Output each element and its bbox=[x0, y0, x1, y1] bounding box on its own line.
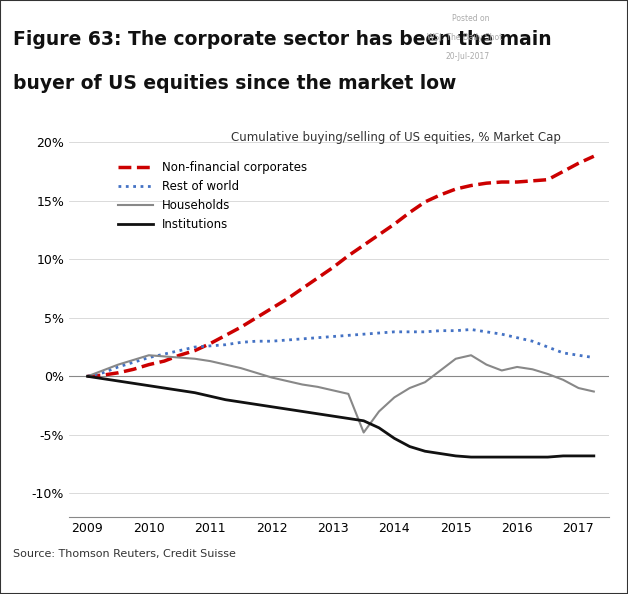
Text: Cumulative buying/selling of US equities, % Market Cap: Cumulative buying/selling of US equities… bbox=[231, 131, 561, 144]
Text: Posted on: Posted on bbox=[452, 14, 490, 23]
Text: buyer of US equities since the market low: buyer of US equities since the market lo… bbox=[13, 74, 456, 93]
Legend: Non-financial corporates, Rest of world, Households, Institutions: Non-financial corporates, Rest of world,… bbox=[113, 157, 312, 236]
Text: Source: Thomson Reuters, Credit Suisse: Source: Thomson Reuters, Credit Suisse bbox=[13, 549, 236, 560]
Text: WSJ: The Daily Shot: WSJ: The Daily Shot bbox=[427, 33, 502, 42]
Text: 20-Jul-2017: 20-Jul-2017 bbox=[446, 52, 490, 61]
Text: Figure 63: The corporate sector has been the main: Figure 63: The corporate sector has been… bbox=[13, 30, 551, 49]
